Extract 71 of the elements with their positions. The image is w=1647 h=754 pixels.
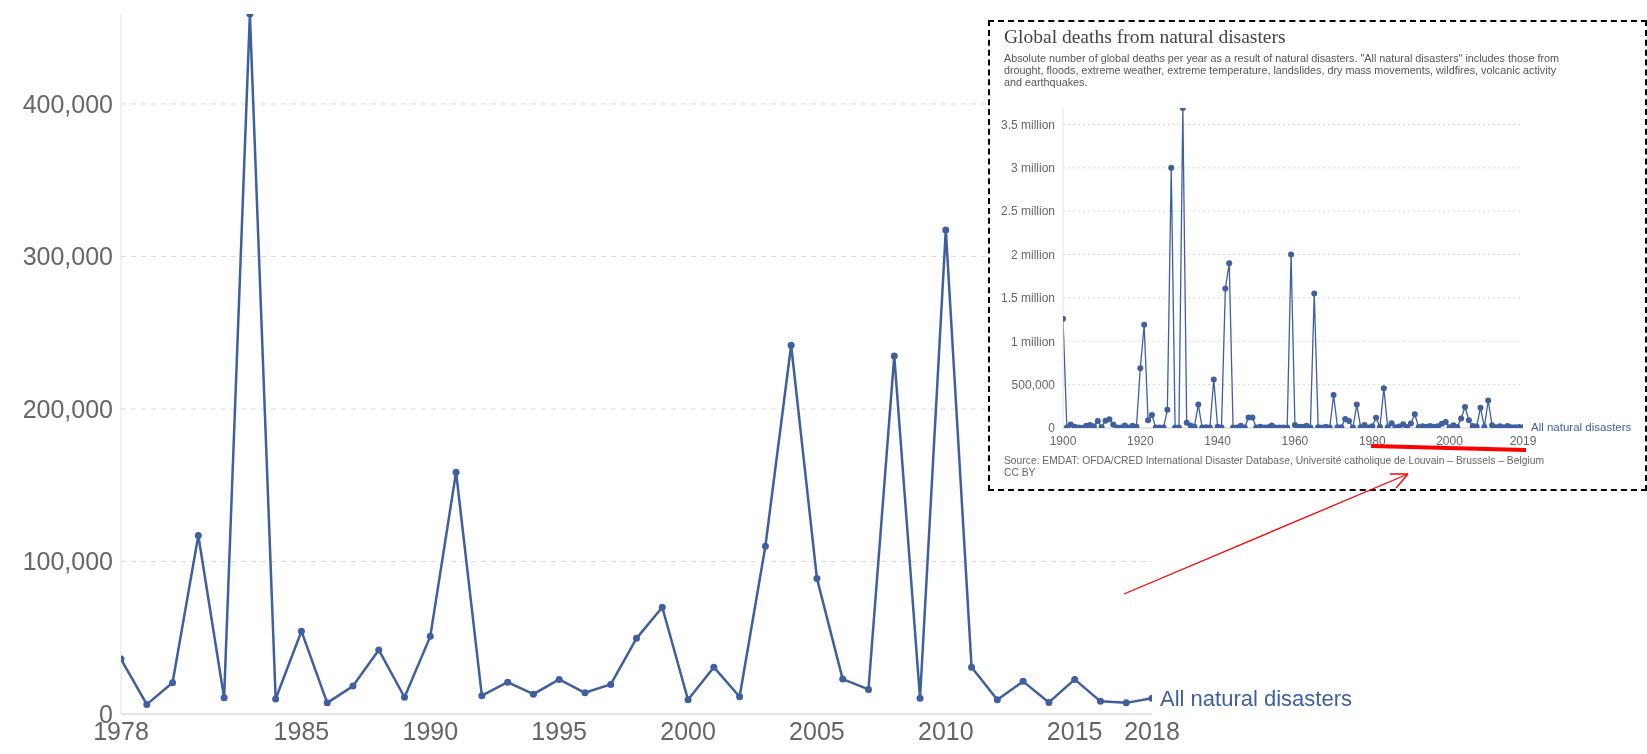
chart-title: Global deaths from natural disasters	[1004, 26, 1286, 48]
point	[478, 692, 486, 700]
point	[426, 632, 434, 640]
point	[993, 696, 1001, 704]
point	[194, 532, 202, 540]
point	[323, 699, 331, 707]
point	[1096, 697, 1104, 705]
point	[401, 693, 409, 701]
x-tick-label: 2010	[917, 716, 974, 745]
x-tick-label: 1985	[273, 716, 330, 745]
y-tick-label: 1 million	[1010, 334, 1055, 349]
x-tick-label: 2018	[1124, 716, 1180, 745]
x-tick-label: 1920	[1126, 433, 1154, 448]
point	[1122, 699, 1130, 707]
y-tick-label: 1.5 million	[1000, 291, 1055, 306]
point	[942, 226, 950, 234]
y-tick-label: 3.5 million	[1000, 117, 1055, 132]
point	[710, 663, 718, 671]
x-tick-label: 1900	[1049, 433, 1077, 448]
point	[633, 634, 640, 642]
point	[813, 574, 821, 582]
point	[452, 468, 460, 476]
y-tick-label: 500,000	[1011, 377, 1056, 392]
point	[349, 682, 357, 690]
point	[1045, 698, 1053, 706]
point	[581, 689, 589, 697]
y-tick-label: 400,000	[22, 89, 113, 118]
y-tick-label: 3 million	[1010, 161, 1055, 176]
x-tick-label: 2019	[1509, 433, 1537, 448]
point	[916, 694, 924, 702]
y-tick-label: 100,000	[22, 547, 113, 576]
point	[169, 679, 177, 687]
x-tick-label: 2015	[1046, 716, 1103, 745]
y-tick-label: 0	[1048, 421, 1056, 436]
point	[684, 696, 692, 704]
point	[864, 685, 872, 693]
x-tick-label: 1980	[1358, 433, 1386, 448]
chart-subtitle: Absolute number of global deaths per year as a result of natural disasters. "All natural disasters" includes those from drought, floods, extreme weather, extreme temperature, landslides, dry mass movements, wildfires, volcanic activity and earthquakes.	[1004, 52, 1560, 88]
y-tick-label: 2 million	[1010, 247, 1055, 262]
point	[1019, 677, 1027, 685]
annotation: Source: EMDAT: OFDA/CRED International Disaster Database, Université catholique de Louvain – Brussels – Belgium	[1004, 455, 1545, 467]
x-tick-label: 1995	[531, 716, 587, 745]
series-label: All natural disasters	[1160, 685, 1352, 711]
x-tick-label: 2000	[1436, 433, 1464, 448]
y-tick-label: 200,000	[22, 394, 113, 423]
point	[143, 700, 151, 708]
point	[529, 690, 537, 698]
point	[375, 646, 383, 654]
series-label: All natural disasters	[1531, 421, 1632, 434]
point	[504, 678, 512, 686]
x-tick-label: 2000	[660, 716, 716, 745]
x-tick-label: 2005	[789, 716, 845, 745]
point	[607, 680, 615, 688]
point	[736, 693, 744, 701]
annotation: CC BY	[1004, 467, 1037, 479]
point	[890, 352, 898, 360]
point	[272, 695, 280, 703]
x-tick-label: 1940	[1204, 433, 1232, 448]
y-tick-label: 300,000	[22, 242, 113, 271]
point	[555, 675, 563, 683]
point	[761, 542, 769, 550]
point	[968, 663, 976, 671]
y-tick-label: 2.5 million	[1000, 204, 1055, 219]
x-tick-label: 1960	[1281, 433, 1309, 448]
point	[839, 675, 847, 683]
point	[787, 341, 795, 349]
point	[220, 694, 228, 702]
point	[1071, 675, 1079, 683]
x-tick-label: 1990	[402, 716, 459, 745]
point	[297, 627, 305, 635]
point	[658, 603, 666, 611]
